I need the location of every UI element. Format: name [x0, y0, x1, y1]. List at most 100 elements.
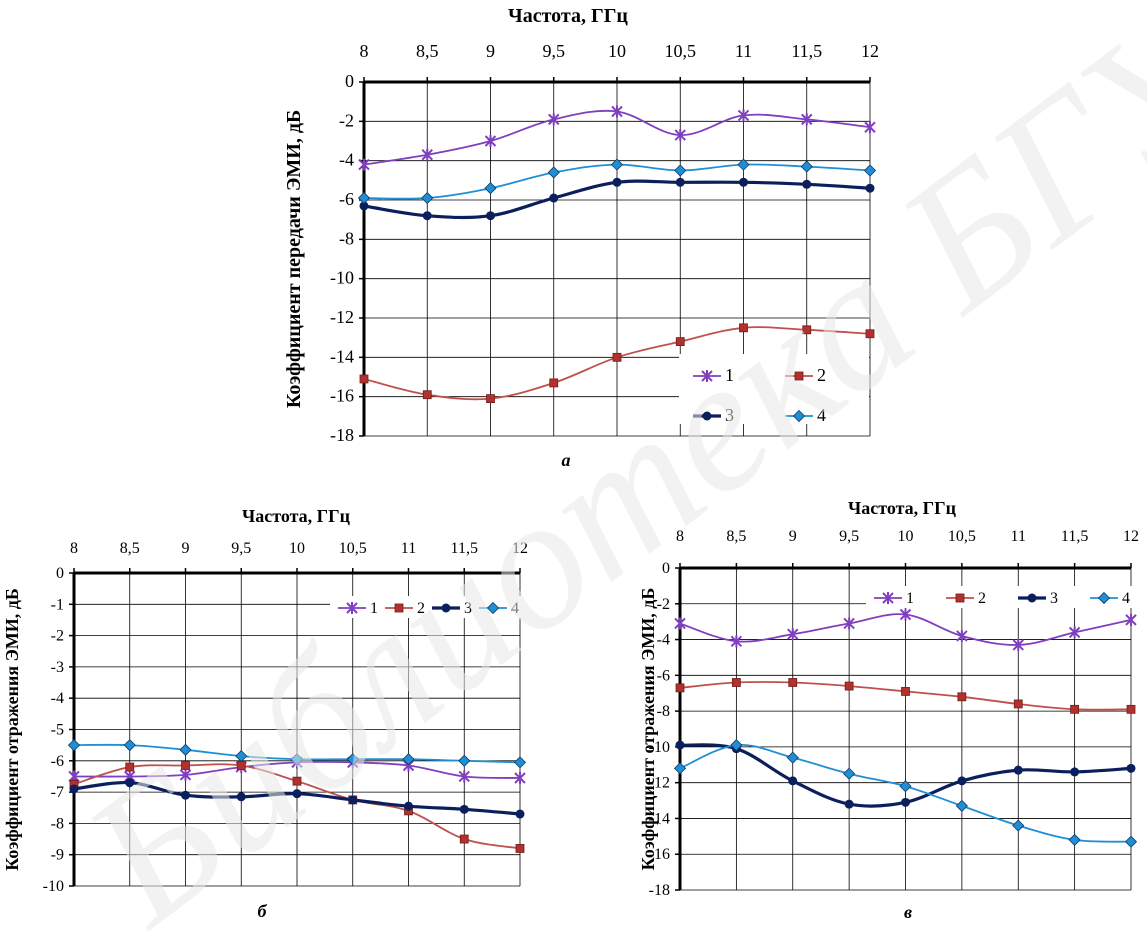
- legend-marker: [1027, 593, 1037, 603]
- data-point: [1013, 765, 1023, 775]
- data-point: [610, 158, 624, 171]
- y-tick-label: -12: [330, 307, 354, 327]
- series-4: [673, 739, 1138, 848]
- legend-item-1: 1: [693, 365, 734, 385]
- y-tick-label: -10: [330, 268, 354, 288]
- data-point: [865, 329, 875, 339]
- chart-panels: 0-2-4-6-8-10-12-14-16-188 8,5 9 9,5 10 10,5 11…: [2, 5, 1147, 922]
- data-point: [484, 135, 497, 147]
- y-tick-label: 0: [56, 565, 64, 582]
- x-tick-label: 8: [360, 41, 369, 61]
- y-tick-label: -8: [657, 703, 670, 720]
- series-1: [674, 608, 1137, 651]
- panel-caption: б: [258, 901, 268, 921]
- series-3: [675, 740, 1136, 809]
- series-4: [67, 739, 527, 769]
- data-point: [459, 804, 469, 814]
- series-2: [359, 323, 875, 404]
- data-point: [899, 608, 912, 621]
- y-tick-label: -10: [43, 878, 64, 895]
- x-tick-label: 12: [861, 41, 879, 61]
- legend-label: 2: [417, 600, 425, 617]
- legend-marker: [794, 371, 804, 381]
- legend: 1 2 3 4: [330, 596, 528, 618]
- x-tick-label: 9,5: [231, 540, 251, 557]
- y-tick-label: -12: [649, 775, 670, 792]
- legend-label: 4: [1122, 590, 1130, 607]
- x-tick-label: 11: [735, 41, 752, 61]
- data-point: [864, 121, 876, 134]
- x-tick-label: 12: [512, 540, 528, 557]
- data-point: [674, 129, 686, 142]
- legend-label: 4: [511, 600, 519, 617]
- x-tick-label: 11: [401, 540, 416, 557]
- legend: 1 2 3 4: [866, 586, 1147, 608]
- x-tick-label: 8,5: [120, 540, 140, 557]
- data-point: [786, 751, 799, 764]
- y-axis-title: Коэффициент отражения ЭМИ, дБ: [2, 588, 22, 871]
- y-tick-label: -6: [339, 189, 354, 209]
- chart-panel-b: 0-1-2-3-4-5-6-7-8-9-108 8,5 9 9,5 10 10,5 11 11…: [2, 506, 528, 921]
- legend-label: 2: [817, 365, 826, 385]
- data-point: [348, 795, 358, 805]
- data-point: [675, 740, 685, 750]
- data-point: [1126, 763, 1136, 773]
- data-point: [1013, 699, 1023, 709]
- data-point: [899, 780, 912, 793]
- data-point: [731, 678, 741, 687]
- data-point: [402, 753, 415, 766]
- data-point: [486, 211, 495, 221]
- data-point: [737, 158, 750, 171]
- y-tick-label: -6: [657, 667, 670, 684]
- data-point: [1068, 833, 1081, 846]
- data-point: [67, 739, 81, 752]
- x-tick-label: 10: [289, 540, 305, 557]
- x-tick-label: 8,5: [726, 528, 746, 545]
- data-point: [863, 164, 877, 177]
- x-axis-title: Частота, ГГц: [508, 5, 628, 27]
- data-point: [675, 683, 685, 693]
- legend-item-4: 4: [785, 405, 826, 425]
- data-point: [1070, 767, 1080, 777]
- legend-label: 1: [906, 590, 914, 607]
- data-point: [957, 776, 967, 786]
- data-point: [675, 177, 685, 187]
- data-point: [421, 191, 434, 205]
- data-point: [1124, 835, 1138, 848]
- data-point: [404, 801, 413, 811]
- legend-marker: [394, 603, 404, 613]
- legend-background: [866, 586, 1147, 608]
- x-tick-label: 9,5: [839, 528, 859, 545]
- y-tick-label: 0: [662, 560, 670, 577]
- data-point: [843, 617, 855, 630]
- legend-marker: [792, 409, 806, 423]
- data-point: [802, 325, 812, 335]
- series-3: [359, 177, 875, 221]
- data-point: [549, 193, 559, 203]
- series-4: [357, 158, 877, 205]
- y-tick-label: -1: [51, 596, 64, 613]
- data-point: [956, 629, 968, 642]
- data-point: [548, 113, 560, 126]
- x-tick-label: 9: [486, 41, 495, 61]
- data-point: [901, 687, 910, 696]
- x-axis-title: Частота, ГГц: [848, 498, 957, 518]
- x-tick-label: 11,5: [791, 41, 822, 61]
- x-tick-label: 8,5: [416, 41, 439, 61]
- data-point: [484, 182, 497, 195]
- y-tick-label: -14: [649, 810, 670, 827]
- y-tick-label: 0: [345, 71, 354, 91]
- data-point: [179, 768, 192, 781]
- legend-marker: [955, 593, 965, 603]
- data-point: [800, 160, 813, 173]
- legend-item-1: 1: [338, 600, 378, 617]
- data-point: [549, 378, 559, 388]
- data-point: [843, 767, 856, 780]
- panel-caption: в: [904, 902, 912, 922]
- data-point: [422, 390, 432, 400]
- legend-item-1: 1: [874, 590, 914, 607]
- data-point: [123, 739, 136, 752]
- panel-caption: а: [562, 450, 571, 470]
- legend-marker: [486, 601, 500, 615]
- chart-panel-c: 0-2-4-6-8-10-12-14-16-188 8,5 9 9,5 10 10,5 11…: [638, 498, 1147, 922]
